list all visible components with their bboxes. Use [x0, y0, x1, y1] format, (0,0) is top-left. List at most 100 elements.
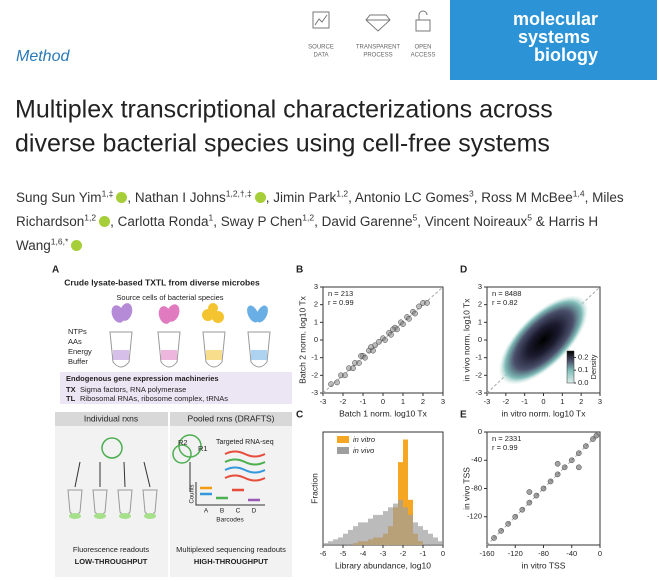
point [368, 344, 374, 350]
x-tick-label: -2 [340, 397, 347, 406]
affiliation: 5 [412, 212, 418, 223]
badge-label: SOURCE [308, 45, 334, 51]
x-tick-label: 0 [598, 549, 602, 558]
bar [343, 533, 348, 545]
author: Carlotta Ronda1, [118, 213, 217, 229]
y-tick-label: 0 [314, 335, 318, 344]
author: Jimin Park1,2, [273, 189, 352, 205]
panel-text: Barcodes [216, 517, 244, 524]
bar [368, 518, 373, 545]
x-tick-label: 0 [541, 397, 545, 406]
y-tick-label: 2 [478, 300, 482, 309]
y-tick-label: -80 [471, 483, 482, 492]
journal-name: molecular [513, 9, 598, 29]
point [424, 300, 430, 306]
bar [398, 499, 403, 545]
x-tick-label: 2 [421, 397, 425, 406]
bar [428, 533, 433, 545]
panel-text: R2 [178, 438, 188, 447]
author: Vincent Noireaux5 [425, 213, 532, 229]
y-tick-label: -3 [475, 388, 482, 397]
point [400, 321, 406, 327]
bar [353, 526, 358, 545]
bar [373, 514, 378, 545]
orcid-icon [116, 192, 128, 203]
point [568, 457, 575, 464]
x-axis-label: Library abundance, log10 [335, 560, 431, 570]
y-tick-label: 1 [314, 317, 318, 326]
author-name: Harris H Wang [16, 214, 599, 253]
x-axis-label: in vitro norm. log10 Tx [502, 408, 587, 418]
point [512, 513, 519, 520]
y-axis-label: Batch 2 norm. log10 Tx [297, 295, 307, 383]
section-label: Method [16, 48, 70, 65]
panel-text: Counts [190, 484, 196, 503]
panel-letter: C [296, 410, 303, 421]
author: Sung Sun Yim1,‡, [16, 189, 131, 205]
author: David Garenne5, [322, 212, 421, 229]
delimiter: , [584, 190, 589, 205]
point [547, 478, 554, 485]
bar [408, 514, 413, 545]
x-tick-label: -2 [400, 549, 407, 558]
point [350, 365, 356, 372]
x-tick-label: 3 [441, 397, 445, 406]
bar [423, 529, 428, 545]
delimiter: , [265, 190, 270, 205]
badge-icons [312, 10, 431, 32]
colorbar-tick-label: 0.1 [578, 365, 588, 374]
chart: C -6 -5 -4 -3 -2 -1 0 Library abundance, log10 Fr… [296, 410, 445, 571]
delimiter: , [417, 214, 421, 229]
point [575, 464, 582, 471]
bar [363, 522, 368, 545]
x-tick-label: -6 [320, 549, 327, 558]
point [412, 310, 418, 317]
x-tick-label: -80 [538, 549, 549, 558]
badge-label: PROCESS [363, 53, 392, 59]
figure: A Crude lysate-based TXTL from diverse mi… [52, 265, 602, 577]
panel-text: TL [66, 394, 76, 403]
delimiter: & [535, 214, 545, 229]
chart: B -3 -2 -1 0 1 2 3 -3 -2 -1 0 1 2 3 Batch 1 norm. log10… [296, 265, 445, 419]
orcid-icon [254, 192, 266, 203]
chart: D -3 -2 -1 0 1 2 3 -3 -2 -1 0 1 2 3 in vitro norm. log1… [460, 265, 602, 419]
legend-label: in vivo [353, 446, 374, 455]
point [390, 326, 396, 333]
x-tick-label: -5 [340, 549, 347, 558]
affiliation: 3 [468, 188, 474, 199]
y-tick-label: -120 [467, 512, 482, 521]
point [519, 506, 526, 513]
affiliation: 1,6,* [50, 236, 69, 247]
bar [333, 539, 338, 545]
annotation: r = 0.99 [492, 443, 518, 452]
point [328, 381, 334, 388]
badge-label: TRANSPARENT [356, 45, 401, 51]
point [406, 315, 412, 322]
bar [403, 439, 408, 545]
point [593, 432, 600, 439]
bar [338, 537, 343, 545]
x-tick-label: -4 [360, 549, 367, 558]
point [554, 471, 561, 478]
x-tick-label: -3 [320, 397, 327, 406]
author: Nathan I Johns1,2,†,‡, [135, 189, 270, 205]
panel-text: R1 [198, 444, 208, 453]
point [590, 436, 596, 442]
panel-text: B [220, 508, 224, 515]
author: Ross M McBee1,4, [481, 188, 589, 205]
orcid-icon [99, 216, 111, 227]
panel-letter: B [296, 265, 303, 276]
panel-text: Pooled rxns (DRAFTS) [188, 413, 275, 423]
y-tick-label: -1 [311, 353, 318, 362]
affiliation: 1,4 [572, 188, 585, 199]
authors: Sung Sun Yim1,‡, Nathan I Johns1,2,†,‡, … [16, 186, 646, 258]
author: Antonio LC Gomes3, [355, 188, 478, 205]
y-axis-label: in vivo TSS [461, 467, 471, 510]
title-line: diverse bacterial species using cell-fre… [15, 130, 550, 158]
y-tick-label: -40 [471, 455, 482, 464]
y-tick-label: -3 [311, 388, 318, 397]
annotation: r = 0.99 [328, 298, 354, 307]
point [491, 535, 497, 541]
x-tick-label: -1 [420, 549, 427, 558]
panel-text: D [252, 508, 257, 515]
